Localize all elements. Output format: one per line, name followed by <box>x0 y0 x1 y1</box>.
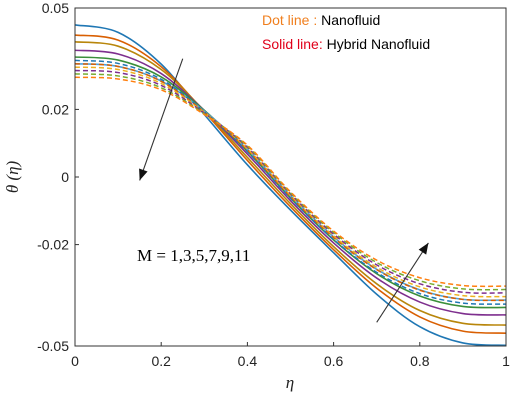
y-tick-label: 0.05 <box>42 0 69 16</box>
trend-arrowhead-1 <box>139 168 148 181</box>
trend-arrow-2 <box>376 242 429 323</box>
y-tick-label: 0 <box>61 169 69 185</box>
nanofluid-curve-2 <box>74 63 507 302</box>
x-tick-label: 0.8 <box>410 353 430 369</box>
x-tick-label: 0.2 <box>151 353 171 369</box>
y-tick-label: 0.02 <box>42 101 69 117</box>
legend-dot-key: Dot line <box>262 12 310 28</box>
nanofluid-curve-1 <box>74 59 507 305</box>
legend-dot-entry: Dot line : Nanofluid <box>262 12 380 28</box>
y-tick-label: -0.02 <box>37 237 69 253</box>
legend-solid-entry: Solid line: Hybrid Nanofluid <box>262 36 430 52</box>
y-tick-label: -0.05 <box>37 338 69 354</box>
x-tick-label: 0 <box>71 353 79 369</box>
x-tick-label: 0.4 <box>238 353 258 369</box>
parameter-annotation: M = 1,3,5,7,9,11 <box>137 246 250 265</box>
hybrid-nanofluid-curve-4 <box>74 49 507 316</box>
trend-arrow-1 <box>139 58 184 181</box>
x-tick-label: 0.6 <box>324 353 344 369</box>
legend: Dot line : Nanofluid Solid line: Hybrid … <box>262 12 430 52</box>
x-tick-label: 1 <box>502 353 510 369</box>
nanofluid-curve-3 <box>74 66 507 298</box>
legend-dot-separator: : <box>309 12 321 28</box>
nanofluid-curve-5 <box>74 73 507 291</box>
hybrid-nanofluid-curve-5 <box>74 56 507 309</box>
y-axis-label: θ (η) <box>3 160 22 193</box>
legend-solid-key: Solid line <box>262 36 319 52</box>
legend-solid-label: Hybrid Nanofluid <box>327 36 431 52</box>
trend-arrowhead-2 <box>418 242 429 255</box>
arrows <box>139 58 429 323</box>
hybrid-nanofluid-curve-1 <box>74 24 507 347</box>
ticks: 0 0.2 0.4 0.6 0.8 1 0.05 0.02 0 -0.02 -0.05 <box>37 0 510 369</box>
hybrid-nanofluid-curve-3 <box>74 41 507 326</box>
nanofluid-curve-6 <box>74 76 507 288</box>
x-axis-label: η <box>286 373 294 392</box>
curves <box>74 24 507 347</box>
legend-dot-label: Nanofluid <box>321 12 380 28</box>
legend-solid-separator: : <box>319 36 327 52</box>
hybrid-nanofluid-curve-2 <box>74 34 507 334</box>
